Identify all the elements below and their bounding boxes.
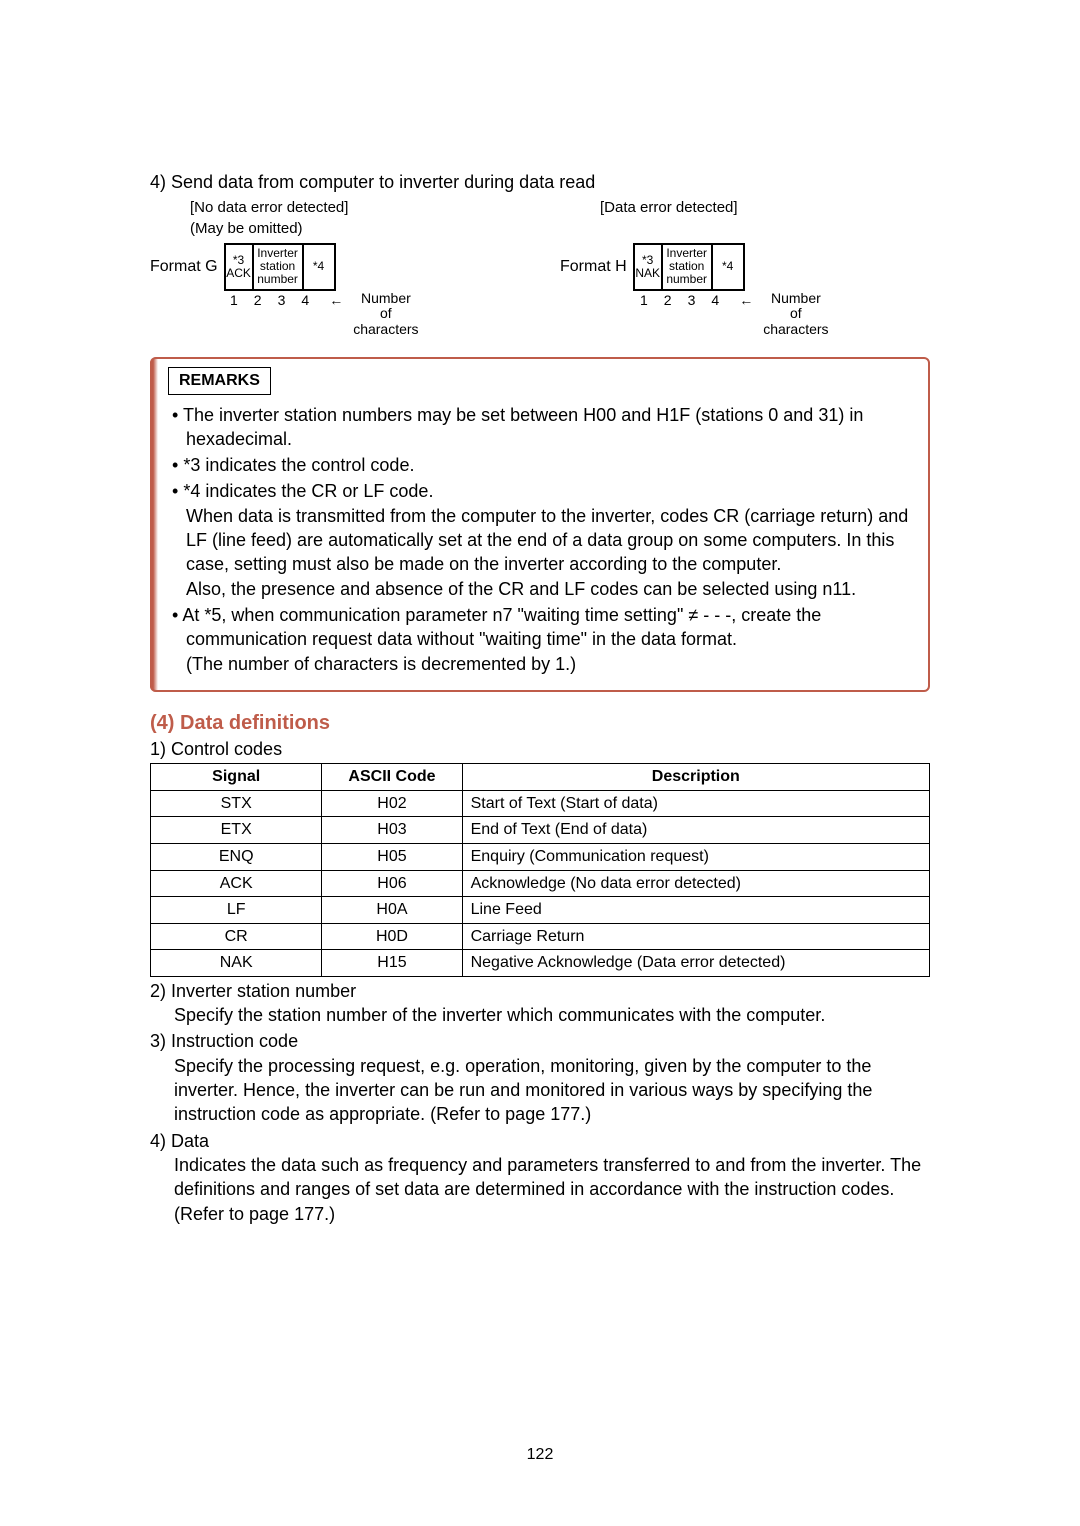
cell: H0A (322, 897, 462, 924)
table-row: LF H0A Line Feed (151, 897, 930, 924)
cell: STX (151, 790, 322, 817)
nums-h: 1 2 3 4 ← (640, 291, 757, 310)
num: 3 (688, 291, 696, 310)
frame-h: *3 NAK Inverter station number *4 (633, 243, 745, 291)
num: 2 (254, 291, 262, 310)
nums-g: 1 2 3 4 ← (230, 291, 347, 310)
page-number: 122 (0, 1444, 1080, 1466)
noc-g: Number of characters (353, 291, 418, 337)
cell: Line Feed (462, 897, 929, 924)
remarks-list: The inverter station numbers may be set … (172, 403, 916, 676)
cell: Enquiry (Communication request) (462, 843, 929, 870)
table-row: CR H0D Carriage Return (151, 923, 930, 950)
th-signal: Signal (151, 764, 322, 791)
cell: Acknowledge (No data error detected) (462, 870, 929, 897)
cell-g-2: Inverter station number (254, 245, 304, 289)
remarks-box: REMARKS The inverter station numbers may… (150, 357, 930, 692)
noc-h: Number of characters (763, 291, 828, 337)
remarks-item: The inverter station numbers may be set … (172, 403, 916, 452)
sub1-label: 1) Control codes (150, 737, 930, 761)
control-codes-table: Signal ASCII Code Description STX H02 St… (150, 763, 930, 977)
sub3-body: Specify the processing request, e.g. ope… (174, 1054, 930, 1127)
arrow-left-icon: ← (329, 291, 343, 310)
cell: ACK (151, 870, 322, 897)
frame-g: *3 ACK Inverter station number *4 (224, 243, 336, 291)
num: 3 (278, 291, 286, 310)
cell: H05 (322, 843, 462, 870)
remarks-item: *3 indicates the control code. (172, 453, 916, 477)
section4-title: (4) Data definitions (150, 710, 930, 737)
num: 4 (301, 291, 309, 310)
num: 4 (711, 291, 719, 310)
diagram-right: [Data error detected] Format H *3 NAK In… (560, 198, 930, 337)
cell-h-1: *3 NAK (635, 245, 663, 289)
diagram-left: [No data error detected] (May be omitted… (150, 198, 520, 337)
arrow-left-icon: ← (739, 291, 753, 310)
caption-may-omit: (May be omitted) (190, 219, 520, 239)
sub4-head: 4) Data (150, 1129, 930, 1153)
diagram-row: [No data error detected] (May be omitted… (150, 198, 930, 337)
num: 1 (640, 291, 648, 310)
sub3-head: 3) Instruction code (150, 1029, 930, 1053)
remarks-item: *4 indicates the CR or LF code. When dat… (172, 479, 916, 600)
cell: Negative Acknowledge (Data error detecte… (462, 950, 929, 977)
cell-g-1: *3 ACK (226, 245, 254, 289)
cell: LF (151, 897, 322, 924)
caption-no-error: [No data error detected] (190, 198, 520, 218)
table-row: ENQ H05 Enquiry (Communication request) (151, 843, 930, 870)
cell-g-3: *4 (304, 245, 334, 289)
table-row: NAK H15 Negative Acknowledge (Data error… (151, 950, 930, 977)
caption-error: [Data error detected] (600, 198, 930, 218)
cell: H0D (322, 923, 462, 950)
cell: Start of Text (Start of data) (462, 790, 929, 817)
remarks-side-accent (150, 357, 158, 692)
cell-h-3: *4 (713, 245, 743, 289)
codes-tbody: STX H02 Start of Text (Start of data) ET… (151, 790, 930, 976)
cell: NAK (151, 950, 322, 977)
sub2-head: 2) Inverter station number (150, 979, 930, 1003)
cell-h-2: Inverter station number (663, 245, 713, 289)
num: 2 (664, 291, 672, 310)
cell: End of Text (End of data) (462, 817, 929, 844)
format-g-label: Format G (150, 256, 218, 278)
format-h-label: Format H (560, 256, 627, 278)
cell: CR (151, 923, 322, 950)
th-desc: Description (462, 764, 929, 791)
table-row: ETX H03 End of Text (End of data) (151, 817, 930, 844)
cell: H06 (322, 870, 462, 897)
table-row: ACK H06 Acknowledge (No data error detec… (151, 870, 930, 897)
sub2-body: Specify the station number of the invert… (174, 1003, 930, 1027)
section-heading: 4) Send data from computer to inverter d… (150, 170, 930, 194)
caption-blank (600, 219, 930, 239)
cell: H02 (322, 790, 462, 817)
table-row: STX H02 Start of Text (Start of data) (151, 790, 930, 817)
cell: ENQ (151, 843, 322, 870)
cell: H03 (322, 817, 462, 844)
cell: ETX (151, 817, 322, 844)
num: 1 (230, 291, 238, 310)
cell: H15 (322, 950, 462, 977)
remarks-title: REMARKS (168, 367, 271, 395)
th-ascii: ASCII Code (322, 764, 462, 791)
remarks-item: At *5, when communication parameter n7 "… (172, 603, 916, 676)
sub4-body: Indicates the data such as frequency and… (174, 1153, 930, 1226)
cell: Carriage Return (462, 923, 929, 950)
